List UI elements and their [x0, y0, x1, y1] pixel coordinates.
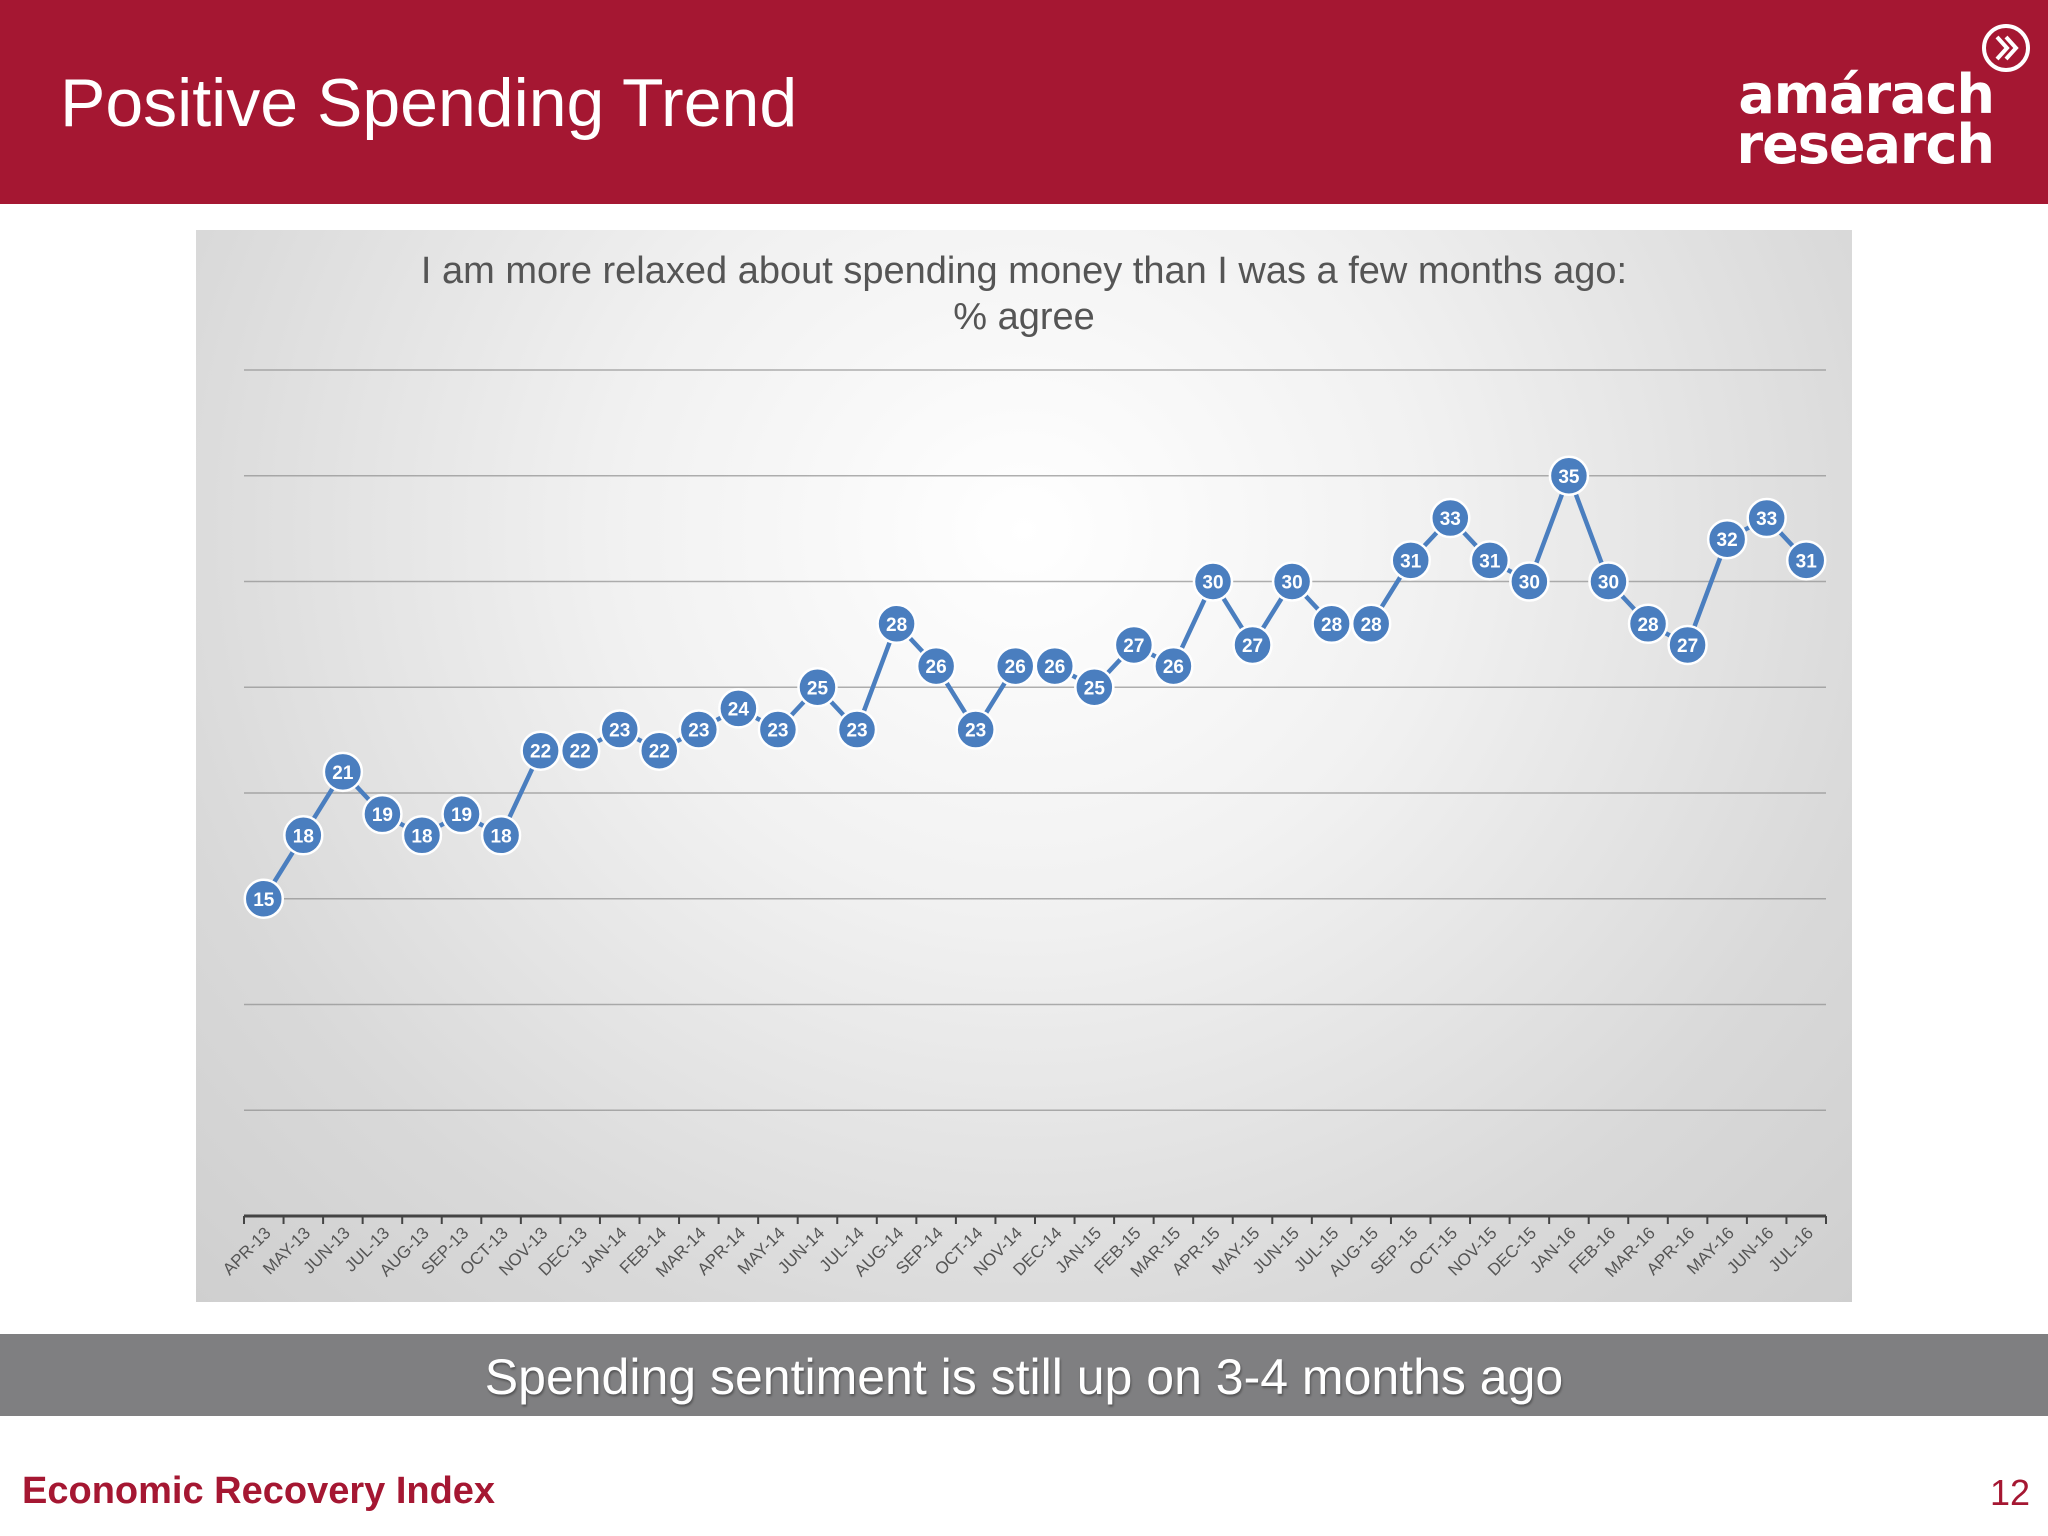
data-label: 30	[1519, 573, 1540, 594]
data-label: 23	[688, 721, 709, 742]
data-point	[797, 667, 838, 708]
data-label: 18	[411, 826, 432, 847]
data-point	[1153, 645, 1194, 687]
data-label: 31	[1796, 551, 1818, 572]
data-point	[1469, 540, 1511, 581]
logo-chevron-icon	[1982, 24, 2030, 72]
data-label: 23	[965, 721, 986, 742]
chart-title: I am more relaxed about spending money t…	[420, 250, 1628, 292]
x-tick-label: JUL-16	[1765, 1223, 1817, 1275]
logo-text-research: research	[1736, 113, 1995, 176]
data-label: 31	[1400, 551, 1422, 572]
data-point	[639, 730, 680, 771]
data-label: 18	[293, 826, 314, 847]
data-label: 27	[1677, 636, 1698, 657]
data-label: 27	[1123, 636, 1144, 657]
data-point	[401, 815, 443, 856]
amarach-logo: amárach research	[1736, 24, 2030, 174]
data-point	[718, 688, 759, 729]
data-point	[678, 709, 720, 750]
data-point	[836, 709, 878, 750]
data-label: 30	[1202, 573, 1223, 594]
data-point	[441, 793, 482, 835]
data-point	[757, 709, 799, 750]
page-number: 12	[1989, 1472, 2030, 1513]
line-chart: APR-13MAY-13JUN-13JUL-13AUG-13SEP-13OCT-…	[219, 369, 1827, 1281]
data-label: 26	[926, 657, 947, 678]
data-point	[915, 645, 957, 687]
data-point	[362, 793, 403, 835]
data-point	[1390, 540, 1431, 581]
data-label: 26	[1005, 657, 1026, 678]
data-label: 22	[649, 742, 670, 763]
data-point	[1746, 497, 1787, 539]
data-label: 15	[253, 890, 275, 911]
data-label: 19	[372, 805, 393, 826]
data-point	[1192, 561, 1234, 602]
data-point	[1271, 561, 1313, 602]
data-point	[322, 751, 364, 793]
data-label: 28	[1637, 615, 1658, 636]
data-point	[1627, 603, 1669, 645]
data-point	[559, 730, 601, 771]
data-label: 22	[570, 742, 591, 763]
data-point	[1706, 518, 1748, 560]
data-point	[1548, 455, 1590, 496]
data-point	[520, 730, 561, 771]
data-label: 28	[1321, 615, 1342, 636]
data-label: 33	[1440, 509, 1461, 530]
slide-title: Positive Spending Trend	[60, 65, 798, 141]
data-point	[480, 815, 522, 856]
chevron-right-icon	[1995, 35, 2019, 61]
data-point	[994, 645, 1036, 687]
data-point	[955, 709, 996, 750]
data-label: 33	[1756, 509, 1777, 530]
data-point	[1785, 540, 1827, 581]
data-point	[1350, 603, 1392, 645]
data-point	[1509, 561, 1550, 602]
data-label: 23	[846, 721, 867, 742]
data-point	[1430, 497, 1471, 539]
data-point	[599, 709, 640, 750]
data-label: 26	[1044, 657, 1065, 678]
data-label: 25	[807, 678, 829, 699]
data-label: 23	[767, 721, 788, 742]
data-label: 24	[728, 699, 750, 720]
data-label: 18	[491, 826, 512, 847]
data-point	[1113, 624, 1155, 666]
logo-text-amarach: amárach	[1738, 63, 1995, 126]
data-label: 27	[1242, 636, 1263, 657]
data-label: 28	[886, 615, 907, 636]
data-label: 22	[530, 742, 551, 763]
data-label: 28	[1361, 615, 1382, 636]
summary-banner: Spending sentiment is still up on 3-4 mo…	[0, 1334, 2048, 1416]
chart-subtitle: % agree	[953, 296, 1095, 338]
data-point	[243, 878, 285, 919]
data-point	[1232, 624, 1273, 666]
data-label: 23	[609, 721, 630, 742]
data-point	[876, 603, 917, 645]
data-label: 21	[332, 763, 354, 784]
data-point	[283, 815, 324, 856]
data-point	[1667, 624, 1708, 666]
data-label: 26	[1163, 657, 1184, 678]
data-label: 30	[1598, 573, 1619, 594]
data-label: 31	[1479, 551, 1501, 572]
data-point	[1588, 561, 1629, 602]
data-label: 19	[451, 805, 472, 826]
data-point	[1311, 603, 1352, 645]
data-label: 25	[1084, 678, 1106, 699]
footer-label: Economic Recovery Index	[22, 1470, 496, 1512]
data-label: 32	[1717, 530, 1738, 551]
chart-panel: I am more relaxed about spending money t…	[196, 230, 1852, 1302]
summary-banner-text: Spending sentiment is still up on 3-4 mo…	[484, 1349, 1564, 1405]
data-label: 35	[1558, 467, 1580, 488]
data-point	[1074, 667, 1115, 708]
header-bar: Positive Spending Trend amárach research	[0, 0, 2048, 204]
data-label: 30	[1282, 573, 1303, 594]
data-point	[1034, 645, 1076, 687]
